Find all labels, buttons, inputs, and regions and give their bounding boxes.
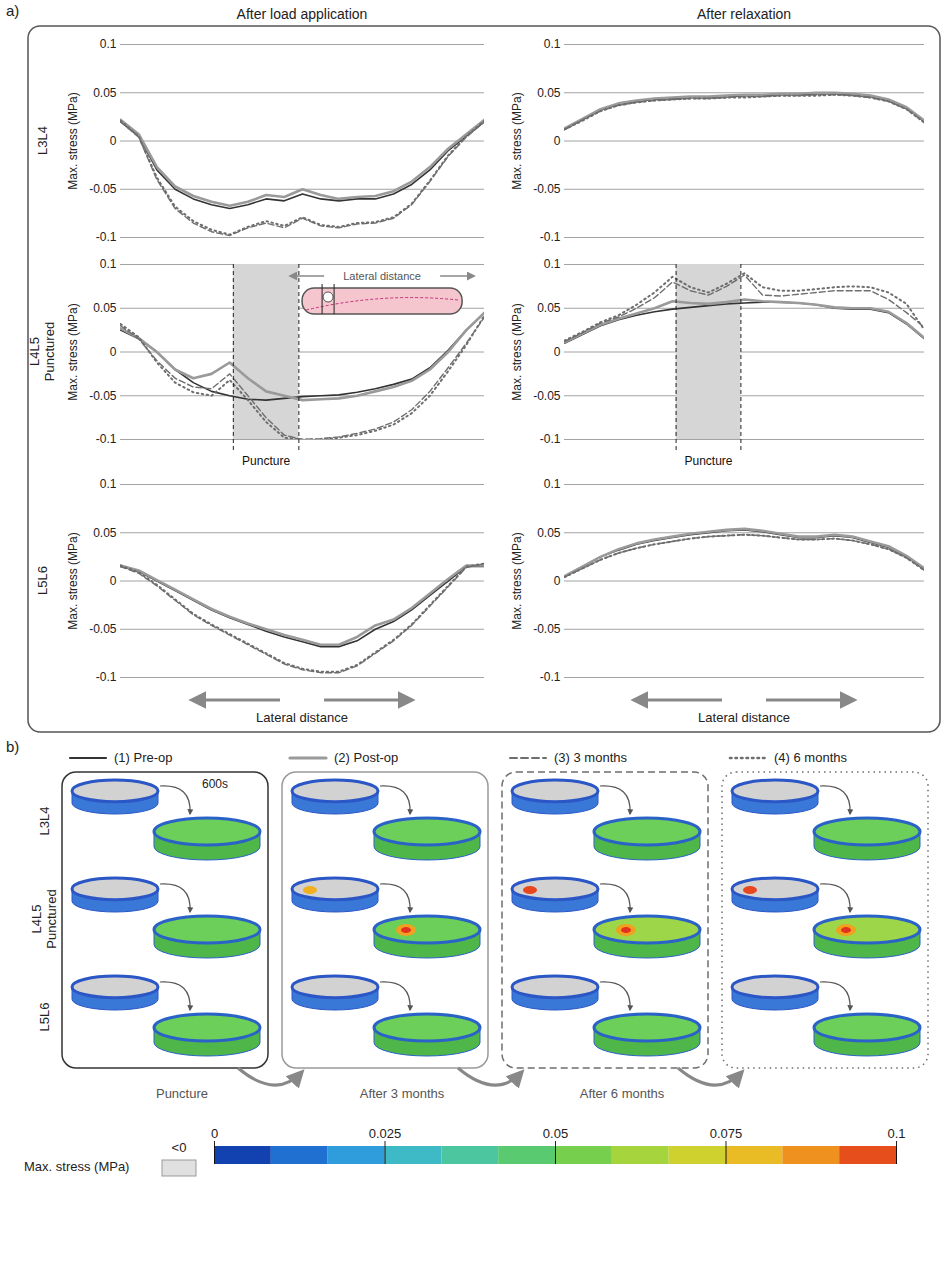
svg-text:Puncture: Puncture: [242, 454, 290, 468]
svg-text:Punctured: Punctured: [42, 322, 57, 381]
svg-text:0: 0: [110, 574, 117, 588]
svg-text:0.025: 0.025: [369, 1126, 402, 1141]
svg-text:Max. stress (MPa): Max. stress (MPa): [510, 532, 524, 629]
svg-text:Lateral distance: Lateral distance: [698, 710, 790, 725]
svg-text:-0.05: -0.05: [533, 389, 561, 403]
svg-text:Max. stress (MPa): Max. stress (MPa): [510, 303, 524, 400]
svg-text:-0.05: -0.05: [89, 622, 117, 636]
svg-text:L4L5: L4L5: [27, 337, 42, 366]
svg-text:Max. stress (MPa): Max. stress (MPa): [510, 92, 524, 189]
svg-text:0: 0: [211, 1126, 218, 1141]
svg-text:0.1: 0.1: [100, 477, 117, 491]
svg-text:-0.1: -0.1: [96, 670, 117, 684]
svg-text:Punctured: Punctured: [44, 889, 59, 948]
svg-text:Puncture: Puncture: [684, 454, 732, 468]
svg-text:0: 0: [554, 574, 561, 588]
svg-text:0: 0: [110, 345, 117, 359]
svg-text:Lateral distance: Lateral distance: [256, 710, 348, 725]
svg-text:0.1: 0.1: [544, 477, 561, 491]
svg-text:Max. stress (MPa): Max. stress (MPa): [66, 303, 80, 400]
svg-text:a): a): [6, 2, 19, 19]
svg-text:0.05: 0.05: [537, 526, 561, 540]
svg-text:-0.1: -0.1: [540, 670, 561, 684]
svg-text:0: 0: [110, 134, 117, 148]
svg-text:0.1: 0.1: [544, 257, 561, 271]
svg-text:0.05: 0.05: [93, 86, 117, 100]
svg-text:0.075: 0.075: [710, 1126, 743, 1141]
svg-text:-0.1: -0.1: [540, 432, 561, 446]
svg-text:-0.05: -0.05: [533, 182, 561, 196]
svg-text:Max. stress (MPa): Max. stress (MPa): [24, 1159, 129, 1174]
svg-text:-0.05: -0.05: [89, 182, 117, 196]
svg-text:After relaxation: After relaxation: [697, 6, 791, 22]
svg-text:L3L4: L3L4: [37, 807, 52, 836]
svg-text:L5L6: L5L6: [35, 566, 50, 595]
svg-text:L5L6: L5L6: [37, 1003, 52, 1032]
svg-text:<0: <0: [172, 1140, 187, 1155]
svg-text:-0.1: -0.1: [96, 432, 117, 446]
svg-text:After 6 months: After 6 months: [580, 1086, 665, 1101]
svg-text:L4L5: L4L5: [29, 905, 44, 934]
svg-text:0.1: 0.1: [100, 257, 117, 271]
svg-text:Lateral distance: Lateral distance: [343, 270, 421, 282]
svg-text:After load application: After load application: [237, 6, 368, 22]
svg-text:(1) Pre-op: (1) Pre-op: [114, 750, 173, 765]
svg-text:(4) 6 months: (4) 6 months: [774, 750, 847, 765]
svg-text:600s: 600s: [202, 777, 228, 791]
svg-text:0: 0: [554, 134, 561, 148]
svg-text:0.05: 0.05: [537, 86, 561, 100]
svg-text:After 3 months: After 3 months: [360, 1086, 445, 1101]
svg-text:b): b): [6, 738, 19, 755]
svg-text:0.1: 0.1: [887, 1126, 905, 1141]
svg-text:0.05: 0.05: [93, 526, 117, 540]
svg-text:-0.1: -0.1: [540, 230, 561, 244]
svg-text:-0.1: -0.1: [96, 230, 117, 244]
svg-text:-0.05: -0.05: [89, 389, 117, 403]
svg-text:Max. stress (MPa): Max. stress (MPa): [66, 532, 80, 629]
svg-text:Puncture: Puncture: [156, 1086, 208, 1101]
svg-text:0.1: 0.1: [544, 37, 561, 51]
svg-text:Max. stress (MPa): Max. stress (MPa): [66, 92, 80, 189]
svg-text:-0.05: -0.05: [533, 622, 561, 636]
svg-text:0.05: 0.05: [537, 301, 561, 315]
svg-text:L3L4: L3L4: [35, 126, 50, 155]
svg-text:(2) Post-op: (2) Post-op: [334, 750, 398, 765]
svg-text:(3) 3 months: (3) 3 months: [554, 750, 627, 765]
svg-text:0.05: 0.05: [93, 301, 117, 315]
svg-text:0: 0: [554, 345, 561, 359]
svg-text:0.05: 0.05: [543, 1126, 568, 1141]
svg-text:0.1: 0.1: [100, 37, 117, 51]
